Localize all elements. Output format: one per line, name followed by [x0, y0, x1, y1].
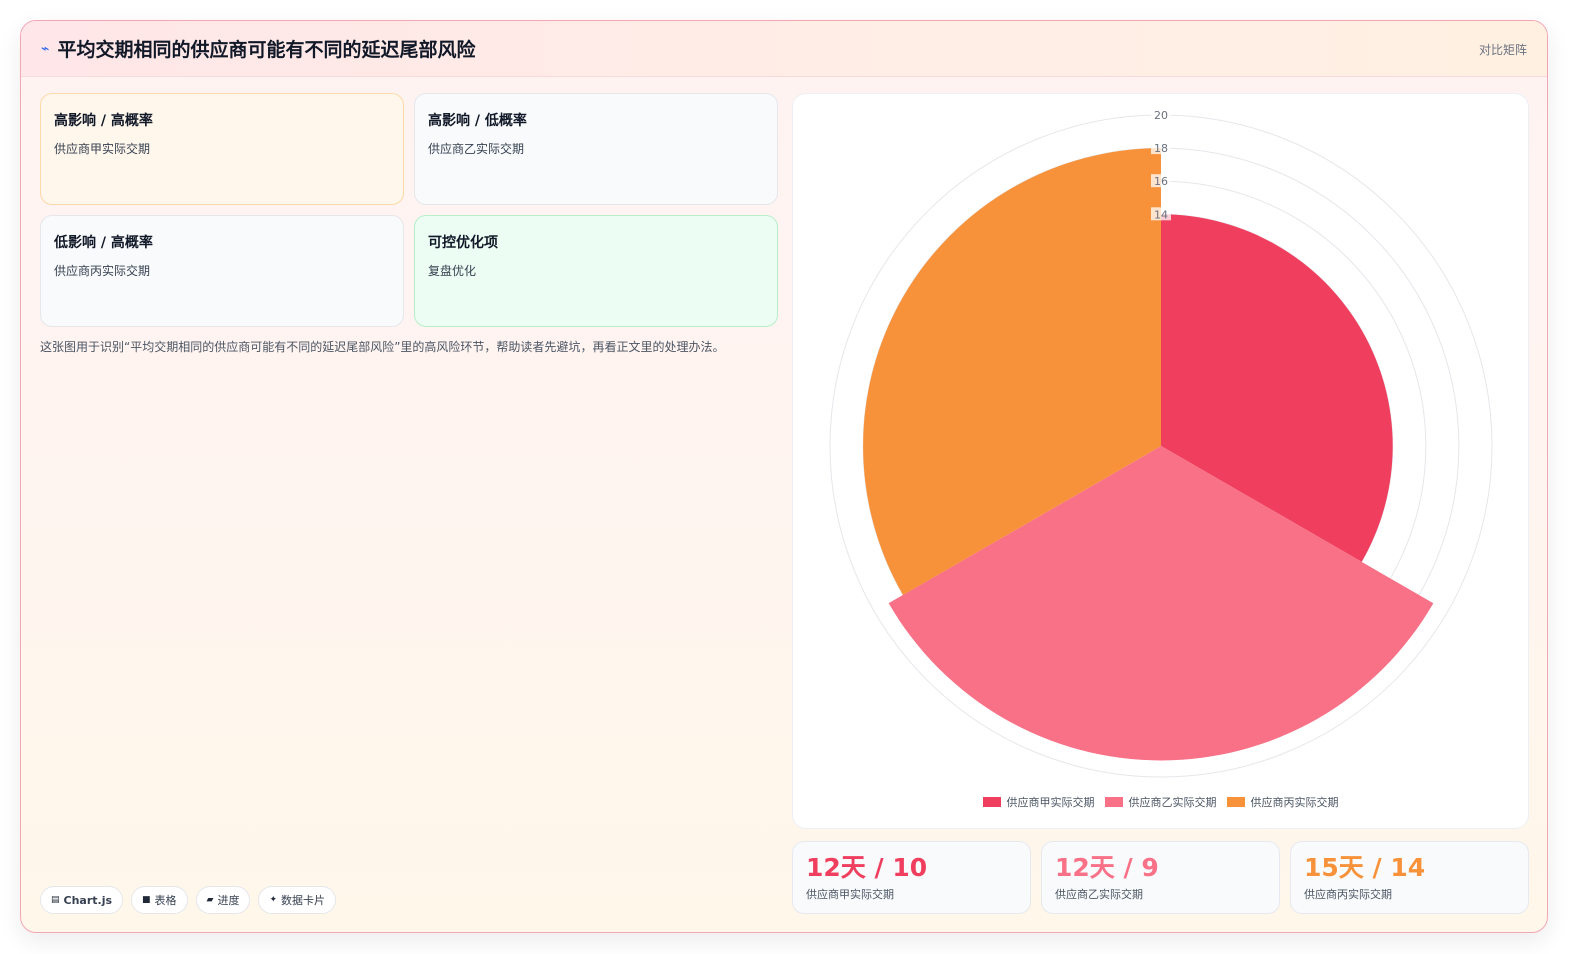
card-subtitle: 供应商丙实际交期: [54, 264, 151, 278]
tick-label-backdrop: [1151, 207, 1171, 221]
sparkle-icon: ✦: [269, 895, 278, 905]
stat-card-supplier-c: 15天 / 14 供应商丙实际交期: [1290, 841, 1529, 914]
card-subtitle: 复盘优化: [428, 264, 477, 278]
polar-sector-3[interactable]: [863, 148, 1161, 595]
risk-card-high-impact-high-prob: 高影响 / 高概率 供应商甲实际交期: [40, 93, 404, 205]
card-title: 高影响 / 高概率: [54, 113, 153, 129]
legend-swatch: [1226, 797, 1245, 807]
legend-item-supplier-a[interactable]: 供应商甲实际交期: [982, 794, 1095, 810]
tag-label: 数据卡片: [281, 894, 326, 907]
dashboard-panel: ⌁ 平均交期相同的供应商可能有不同的延迟尾部风险 对比矩阵 高影响 / 高概率 …: [20, 20, 1548, 933]
stat-card-supplier-b: 12天 / 9 供应商乙实际交期: [1041, 841, 1280, 914]
tick-label-backdrop: [1151, 174, 1171, 188]
polar-sector-2[interactable]: [888, 446, 1434, 761]
card-title: 低影响 / 高概率: [54, 235, 153, 251]
tag-label: Chart.js: [63, 893, 113, 907]
feature-tags: ▤ Chart.js ■ 表格 ▰ 进度 ✦ 数据卡片: [40, 886, 337, 914]
chart-legend: 供应商甲实际交期 供应商乙实际交期 供应商丙实际交期: [793, 794, 1528, 810]
legend-label: 供应商丙实际交期: [1250, 796, 1339, 809]
page-title: 平均交期相同的供应商可能有不同的延迟尾部风险: [57, 39, 476, 61]
stat-card-supplier-a: 12天 / 10 供应商甲实际交期: [792, 841, 1031, 914]
risk-card-controllable: 可控优化项 复盘优化: [414, 215, 778, 327]
tick-label-backdrop: [1151, 141, 1171, 155]
chart-panel: 14 16 18 20 供应商甲实际交期 供应商乙实际交期 供应商丙实际交期: [792, 93, 1529, 829]
stat-label: 供应商丙实际交期: [1304, 888, 1392, 901]
tick-label: 16: [1154, 175, 1168, 188]
polar-sector-1[interactable]: [1161, 214, 1393, 562]
stat-value: 12天 / 9: [1055, 853, 1159, 882]
stat-label: 供应商乙实际交期: [1055, 888, 1143, 901]
legend-label: 供应商甲实际交期: [1006, 796, 1095, 809]
chart-description: 这张图用于识别“平均交期相同的供应商可能有不同的延迟尾部风险”里的高风险环节，帮…: [40, 340, 725, 354]
tick-label: 20: [1154, 109, 1168, 122]
table-icon: ▤: [51, 895, 60, 905]
tick-label: 18: [1154, 142, 1168, 155]
progress-icon: ▰: [206, 895, 214, 905]
risk-card-high-impact-low-prob: 高影响 / 低概率 供应商乙实际交期: [414, 93, 778, 205]
tag-table[interactable]: ■ 表格: [131, 886, 188, 914]
tag-data-card[interactable]: ✦ 数据卡片: [258, 886, 337, 914]
trend-icon: ⌁: [41, 40, 50, 57]
tag-chartjs[interactable]: ▤ Chart.js: [40, 886, 124, 914]
legend-swatch: [982, 797, 1001, 807]
tick-label: 14: [1154, 208, 1168, 221]
legend-label: 供应商乙实际交期: [1128, 796, 1217, 809]
card-subtitle: 供应商甲实际交期: [54, 142, 151, 156]
card-title: 可控优化项: [428, 235, 498, 251]
stat-value: 12天 / 10: [806, 853, 928, 882]
legend-item-supplier-c[interactable]: 供应商丙实际交期: [1226, 794, 1339, 810]
tag-label: 表格: [154, 894, 177, 907]
stat-label: 供应商甲实际交期: [806, 888, 894, 901]
risk-card-low-impact-high-prob: 低影响 / 高概率 供应商丙实际交期: [40, 215, 404, 327]
comparison-matrix-label: 对比矩阵: [1478, 43, 1527, 57]
tick-label-backdrop: [1151, 108, 1171, 121]
polar-area-chart: 14 16 18 20: [829, 108, 1493, 778]
panel-header: ⌁ 平均交期相同的供应商可能有不同的延迟尾部风险 对比矩阵: [21, 21, 1547, 77]
card-subtitle: 供应商乙实际交期: [428, 142, 525, 156]
card-title: 高影响 / 低概率: [428, 113, 527, 129]
tag-progress[interactable]: ▰ 进度: [195, 886, 251, 914]
legend-swatch: [1104, 797, 1123, 807]
tag-label: 进度: [217, 894, 240, 907]
stat-value: 15天 / 14: [1304, 853, 1426, 882]
legend-item-supplier-b[interactable]: 供应商乙实际交期: [1104, 794, 1217, 810]
grid-icon: ■: [142, 895, 151, 905]
